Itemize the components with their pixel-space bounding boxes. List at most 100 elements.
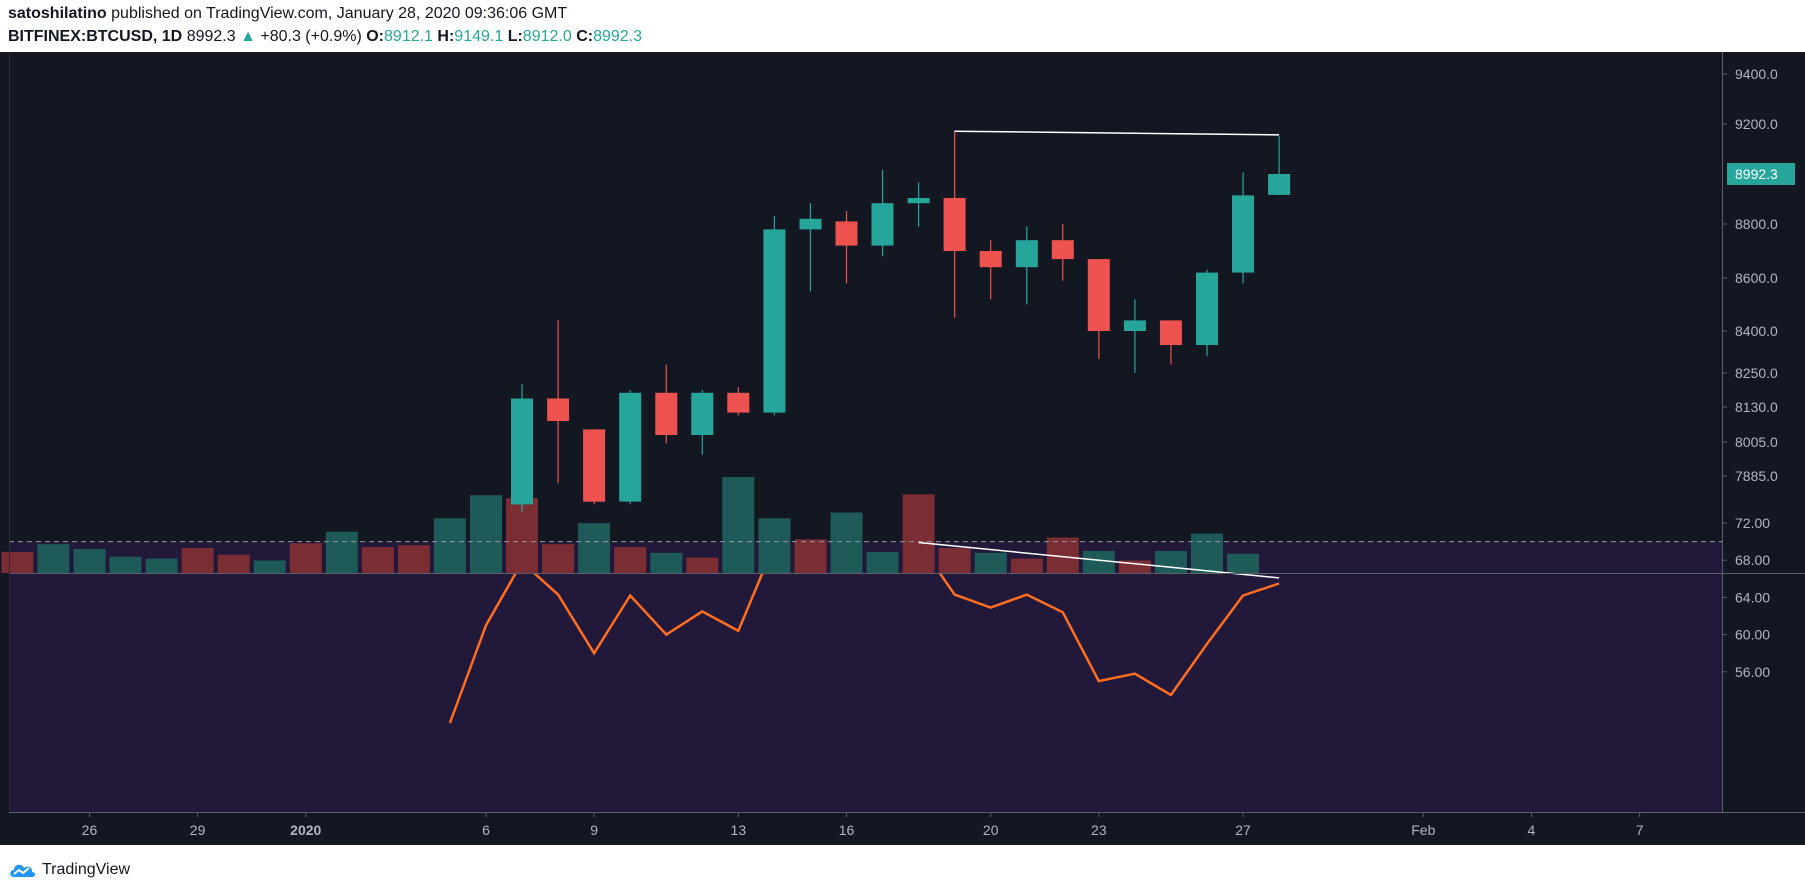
volume-bar — [650, 552, 683, 573]
price-change: +80.3 (+0.9%) — [260, 28, 362, 45]
volume-bar — [433, 518, 466, 573]
volume-bar — [145, 558, 178, 573]
volume-bar — [830, 512, 863, 573]
volume-bar — [1, 551, 34, 573]
rsi-band — [9, 541, 1722, 812]
volume-bar — [722, 477, 755, 573]
volume-bar — [614, 547, 647, 573]
up-triangle-icon: ▲ — [240, 28, 256, 45]
time-tick-label: Feb — [1411, 822, 1435, 838]
author-name: satoshilatino — [8, 5, 107, 22]
price-tick-label: 7885.0 — [1735, 468, 1778, 484]
volume-bar — [974, 552, 1007, 573]
candle-body — [871, 203, 894, 246]
volume-bar — [325, 531, 358, 573]
last-price-tag — [1727, 163, 1795, 185]
time-tick-label: 23 — [1091, 822, 1107, 838]
time-tick-label: 13 — [731, 822, 747, 838]
price-trendline — [954, 130, 1280, 136]
time-tick-label: 9 — [590, 822, 598, 838]
time-tick-label: 27 — [1235, 822, 1251, 838]
volume-bar — [181, 548, 214, 573]
volume-bar — [217, 554, 250, 573]
price-tick-label: 8250.0 — [1735, 365, 1778, 381]
symbol-name: BITFINEX:BTCUSD, 1D — [8, 28, 183, 45]
candle-body — [1087, 259, 1110, 331]
candle-body — [1268, 174, 1291, 195]
open-value: 8912.1 — [384, 28, 433, 45]
volume-bar — [289, 543, 322, 573]
rsi-tick-label: 56.00 — [1735, 664, 1770, 680]
time-tick-label: 7 — [1636, 822, 1644, 838]
candle-body — [583, 429, 606, 502]
high-label: H: — [437, 28, 455, 45]
volume-bar — [938, 548, 971, 573]
volume-bar — [1082, 550, 1115, 573]
price-tick-label: 8800.0 — [1735, 216, 1778, 232]
time-tick-label: 26 — [82, 822, 98, 838]
candle-body — [1196, 272, 1218, 345]
candle-body — [763, 229, 786, 413]
time-tick-label: 16 — [839, 822, 855, 838]
volume-bar — [470, 495, 502, 573]
candle-body — [727, 392, 750, 413]
low-label: L: — [507, 28, 523, 45]
volume-bar — [794, 539, 827, 573]
candle-body — [979, 251, 1002, 268]
volume-bar — [542, 544, 575, 573]
candle-body — [907, 198, 930, 204]
publish-info: satoshilatino published on TradingView.c… — [8, 5, 567, 23]
candle-body — [943, 198, 966, 251]
symbol-legend: BITFINEX:BTCUSD, 1D 8992.3 ▲ +80.3 (+0.9… — [8, 28, 642, 46]
candle-body — [655, 392, 678, 435]
volume-bar — [866, 551, 899, 573]
price-tick-label: 9400.0 — [1735, 66, 1778, 82]
time-tick-label: 20 — [983, 822, 999, 838]
candle-body — [835, 221, 858, 246]
candle-body — [511, 398, 533, 505]
volume-bar — [37, 544, 70, 573]
candle-body — [1159, 320, 1182, 345]
time-tick-label: 2020 — [290, 822, 321, 838]
candle-body — [619, 392, 642, 502]
rsi-tick-label: 64.00 — [1735, 589, 1770, 605]
volume-bar — [1227, 553, 1259, 573]
volume-bar — [253, 560, 286, 573]
rsi-tick-label: 68.00 — [1735, 552, 1770, 568]
time-tick-label: 6 — [482, 822, 490, 838]
volume-bar — [73, 549, 106, 573]
tradingview-logo[interactable]: TradingView — [8, 858, 130, 882]
price-tick-label: 8005.0 — [1735, 434, 1778, 450]
volume-layer — [1, 477, 1259, 573]
tradingview-cloud-icon — [10, 864, 35, 877]
close-label: C: — [576, 28, 594, 45]
time-tick-label: 29 — [190, 822, 206, 838]
time-tick-label: 4 — [1528, 822, 1536, 838]
volume-bar — [1191, 533, 1223, 573]
price-tick-label: 9200.0 — [1735, 116, 1778, 132]
price-tick-label: 8130.0 — [1735, 399, 1778, 415]
rsi-tick-label: 72.00 — [1735, 515, 1770, 531]
close-value: 8992.3 — [593, 28, 643, 45]
candle-body — [691, 392, 714, 435]
rsi-trendline — [918, 541, 1280, 579]
price-chart[interactable]: 9400.0 9200.0 8800.0 8600.0 8400.0 8250.0 8130… — [0, 52, 1805, 845]
rsi-tick-label: 60.00 — [1735, 627, 1770, 643]
published-text: published on TradingView.com, January 28… — [111, 5, 568, 22]
price-tick-label: 8400.0 — [1735, 323, 1778, 339]
last-price-tag-label: 8992.3 — [1735, 166, 1778, 182]
volume-bar — [1010, 558, 1043, 573]
axis-layer: 9400.0 9200.0 8800.0 8600.0 8400.0 8250.0 8130… — [9, 52, 1805, 838]
last-price: 8992.3 — [186, 28, 236, 45]
volume-bar — [361, 547, 394, 573]
volume-bar — [397, 545, 430, 573]
candle-body — [1015, 240, 1038, 268]
candle-body — [547, 398, 570, 421]
tradingview-brand: TradingView — [42, 861, 131, 878]
candle-body — [1123, 320, 1146, 331]
high-value: 9149.1 — [454, 28, 504, 45]
candle-body — [1051, 240, 1074, 260]
volume-bar — [578, 523, 611, 573]
volume-bar — [109, 556, 142, 573]
open-label: O: — [366, 28, 385, 45]
